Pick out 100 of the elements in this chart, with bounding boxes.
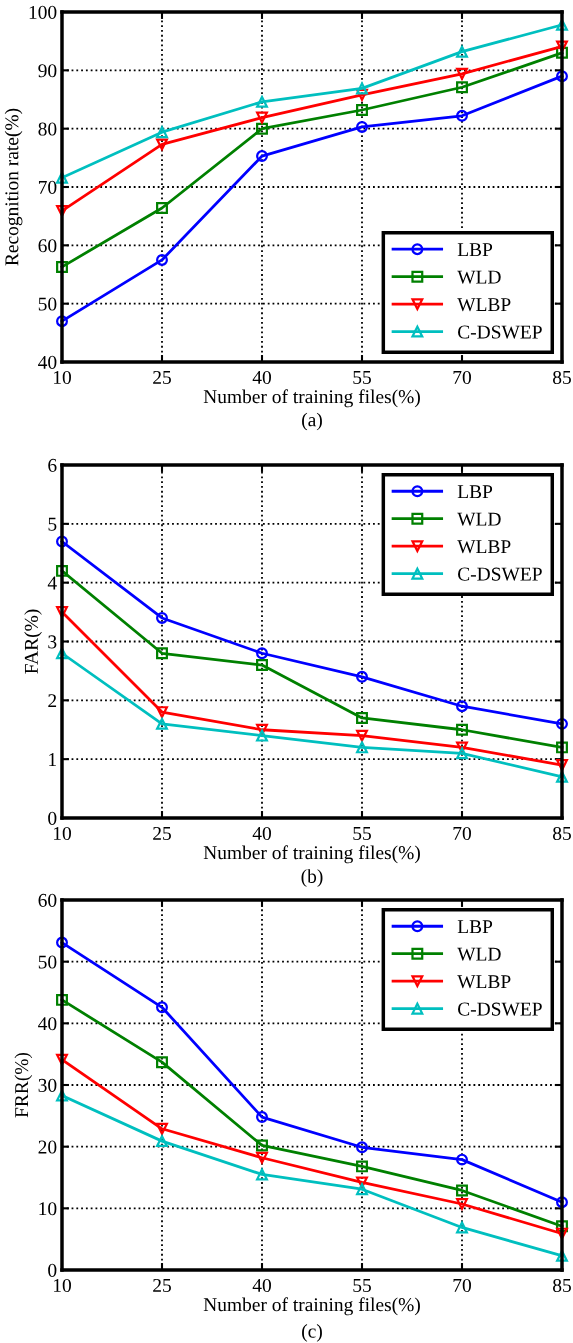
x-tick-label: 55 [353, 827, 371, 841]
x-axis-title: Number of training files(%) [203, 389, 420, 408]
y-tick-label: 50 [38, 955, 57, 969]
y-tick-label: 40 [38, 355, 57, 369]
point [556, 717, 568, 730]
point [256, 1151, 268, 1164]
legend-label: C-DSWEP [458, 325, 542, 339]
x-tick-label: 40 [252, 1278, 271, 1293]
point [456, 109, 468, 122]
point [56, 260, 68, 273]
y-tick-label: 100 [29, 5, 57, 19]
point [556, 1220, 568, 1233]
y-tick-label: 60 [38, 893, 57, 907]
point [156, 202, 168, 214]
x-tick-label: 25 [153, 1278, 171, 1293]
y-tick-label: 30 [38, 1078, 57, 1092]
point [156, 1001, 168, 1014]
x-tick-label: 85 [553, 1278, 571, 1293]
point [356, 88, 368, 101]
legend-label: C-DSWEP [458, 567, 542, 581]
text: (b) [301, 869, 323, 887]
y-axis-title: FRR(%) [14, 1052, 33, 1118]
point [456, 700, 468, 713]
point [56, 993, 68, 1006]
point [356, 1160, 368, 1173]
point [256, 122, 268, 135]
y-tick-label: 50 [38, 297, 57, 311]
point [356, 1141, 368, 1154]
legend-label: WLD [457, 270, 501, 284]
point [456, 1184, 468, 1197]
x-tick-label: 40 [252, 370, 271, 385]
x-axis-title: Number of training files(%) [203, 845, 420, 864]
y-tick-label: 60 [38, 239, 57, 253]
point [256, 95, 268, 108]
y-tick-label: 90 [38, 64, 57, 78]
y-tick-label: 10 [39, 1202, 57, 1216]
point [356, 712, 368, 724]
legend-label: WLBP [457, 975, 511, 989]
y-axis-title: FAR(%) [24, 609, 42, 674]
legend-label: C-DSWEP [458, 1002, 542, 1016]
y-tick-label: 6 [48, 458, 57, 472]
legend-label: LBP [457, 243, 493, 257]
point [356, 670, 368, 683]
point [156, 706, 168, 719]
point [556, 1196, 568, 1209]
legend-label: WLD [457, 512, 501, 526]
point [156, 126, 168, 139]
point [56, 535, 68, 548]
point [156, 1122, 168, 1135]
x-axis-title: Number of training files(%) [203, 1297, 420, 1316]
x-tick-label: 70 [453, 826, 471, 841]
y-tick-label: 20 [38, 1140, 57, 1154]
point [356, 120, 368, 133]
point [256, 1139, 268, 1152]
point [156, 612, 168, 624]
point [456, 747, 468, 760]
point [256, 150, 268, 163]
point [156, 1056, 168, 1069]
y-tick-label: 80 [38, 122, 57, 136]
x-tick-label: 25 [153, 370, 171, 385]
point [456, 1221, 468, 1234]
x-tick-label: 25 [153, 826, 171, 841]
point [256, 111, 268, 124]
legend-label: LBP [457, 485, 493, 499]
y-tick-label: 1 [49, 753, 56, 766]
y-tick-label: 4 [47, 576, 57, 590]
point [456, 81, 468, 94]
point [156, 138, 168, 151]
legend-label: WLD [457, 947, 501, 961]
point [256, 1111, 268, 1124]
point [556, 741, 568, 754]
x-tick-label: 40 [252, 826, 271, 841]
y-axis-title: Recognition rate(%) [4, 108, 23, 266]
legend-label: WLBP [457, 298, 511, 312]
point [456, 1153, 468, 1166]
point [56, 315, 68, 328]
y-tick-label: 40 [38, 1017, 57, 1031]
point [356, 729, 368, 742]
text: (a) [302, 412, 322, 431]
legend-label: WLBP [457, 540, 511, 554]
point [56, 936, 68, 949]
x-tick-label: 70 [453, 370, 471, 385]
point [356, 104, 368, 116]
point [256, 729, 268, 742]
point [156, 253, 168, 266]
y-tick-label: 5 [48, 517, 57, 531]
x-tick-label: 85 [553, 826, 571, 841]
text: (c) [302, 1324, 322, 1342]
point [556, 70, 568, 83]
point [256, 647, 268, 660]
point [556, 46, 568, 59]
point [456, 723, 468, 736]
x-tick-label: 70 [453, 1278, 471, 1293]
y-tick-label: 0 [48, 1263, 57, 1277]
x-tick-label: 85 [553, 370, 571, 385]
x-tick-label: 55 [353, 1279, 371, 1293]
x-tick-label: 55 [353, 371, 371, 385]
point [256, 659, 268, 671]
y-tick-label: 3 [48, 635, 57, 649]
point [56, 564, 68, 577]
